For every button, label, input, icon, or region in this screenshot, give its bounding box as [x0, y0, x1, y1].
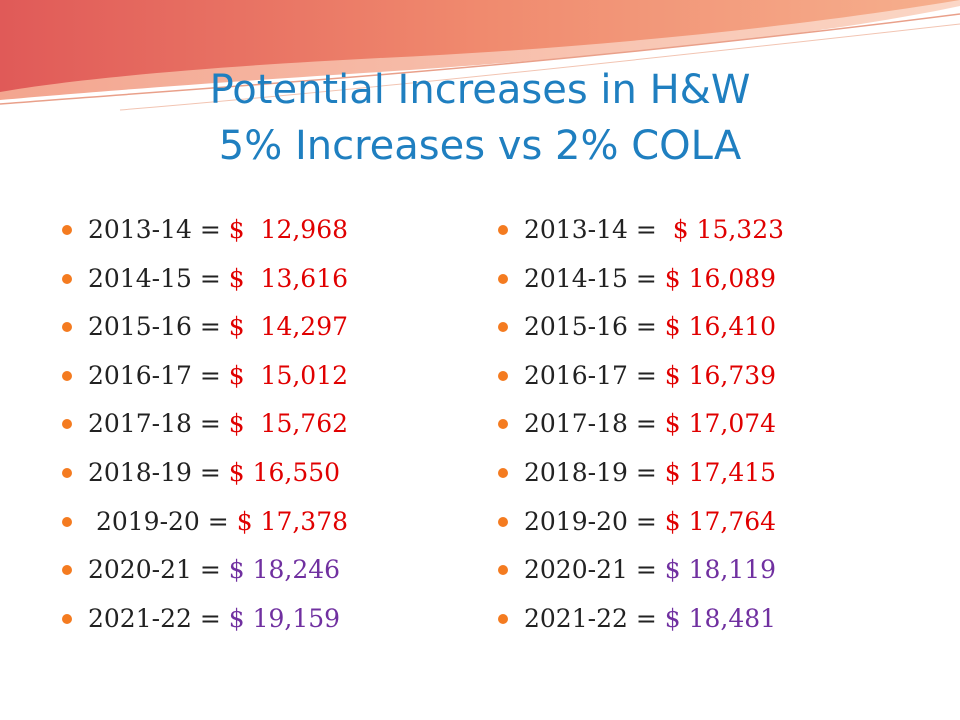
amount-value: 16,089	[688, 263, 777, 293]
amount-value: 17,764	[688, 506, 777, 536]
bullet-icon	[498, 322, 508, 333]
amount-value: 18,246	[252, 555, 341, 585]
amount-value: 15,012	[260, 360, 349, 390]
dollar-sign: $	[664, 603, 681, 633]
year-label: 2018-19	[524, 457, 628, 487]
right-cola-list: 2013-14 = $ 15,323 2014-15 = $ 16,089 20…	[498, 206, 918, 643]
year-label: 2016-17	[88, 360, 192, 390]
list-item: 2021-22 = $ 19,159	[62, 595, 462, 644]
year-label: 2021-22	[524, 603, 628, 633]
header-swoosh-decoration	[0, 0, 960, 111]
dollar-sign: $	[228, 215, 245, 244]
list-item: 2013-14 = $ 12,968	[62, 206, 462, 255]
list-item: 2014-15 = $ 13,616	[62, 255, 462, 304]
list-item: 2020-21 = $ 18,119	[498, 546, 918, 595]
list-item: 2018-19 = $ 16,550	[62, 449, 462, 498]
list-item: 2013-14 = $ 15,323	[498, 206, 918, 255]
dollar-sign: $	[236, 506, 253, 536]
bullet-icon	[62, 225, 72, 235]
bullet-icon	[498, 225, 508, 235]
slide-title: Potential Increases in H&W 5% Increases …	[0, 62, 960, 174]
list-item: 2020-21 = $ 18,246	[62, 546, 462, 595]
amount-value: 19,159	[252, 603, 341, 633]
list-item: 2018-19 = $ 17,415	[498, 449, 918, 498]
bullet-icon	[498, 370, 508, 381]
amount-value: 18,481	[688, 603, 777, 633]
bullet-icon	[498, 613, 508, 624]
dollar-sign: $	[664, 555, 681, 585]
dollar-sign: $	[664, 506, 681, 536]
dollar-sign: $	[228, 409, 245, 439]
list-item: 2021-22 = $ 18,481	[498, 595, 918, 644]
year-label: 2015-16	[88, 312, 192, 342]
dollar-sign: $	[664, 360, 681, 390]
bullet-icon	[62, 419, 72, 430]
amount-value: 17,415	[688, 457, 777, 487]
bullet-icon	[62, 370, 72, 381]
bullet-icon	[498, 565, 508, 576]
amount-value: 18,119	[688, 555, 777, 585]
amount-value: 17,378	[260, 506, 349, 536]
bullet-icon	[62, 516, 72, 527]
year-label: 2019-20	[95, 506, 200, 536]
left-increase-list: 2013-14 = $ 12,968 2014-15 = $ 13,616 20…	[62, 206, 462, 643]
dollar-sign: $	[664, 263, 681, 293]
dollar-sign: $	[228, 457, 245, 487]
amount-value: 13,616	[260, 263, 349, 293]
year-label: 2017-18	[88, 409, 192, 439]
dollar-sign: $	[664, 409, 681, 439]
amount-value: 16,550	[252, 457, 341, 487]
dollar-sign: $	[228, 360, 245, 390]
bullet-icon	[498, 467, 508, 478]
bullet-icon	[62, 613, 72, 624]
dollar-sign: $	[228, 312, 245, 342]
bullet-icon	[498, 516, 508, 527]
year-label: 2019-20	[524, 506, 628, 536]
list-item: 2017-18 = $ 17,074	[498, 400, 918, 449]
dollar-sign: $	[664, 457, 681, 487]
bullet-icon	[62, 565, 72, 576]
amount-value: 15,762	[260, 409, 349, 439]
year-label: 2020-21	[524, 555, 628, 585]
year-label: 2014-15	[524, 263, 628, 293]
list-item: 2019-20 = $ 17,378	[62, 498, 462, 547]
bullet-icon	[62, 273, 72, 284]
dollar-sign: $	[228, 603, 245, 633]
year-label: 2017-18	[524, 409, 628, 439]
year-label: 2020-21	[88, 555, 192, 585]
amount-value: 15,323	[696, 215, 785, 244]
bullet-icon	[62, 467, 72, 478]
amount-value: 17,074	[688, 409, 777, 439]
year-label: 2016-17	[524, 360, 628, 390]
title-line-2: 5% Increases vs 2% COLA	[218, 123, 742, 169]
dollar-sign: $	[228, 555, 245, 585]
dollar-sign: $	[228, 263, 245, 293]
bullet-icon	[498, 419, 508, 430]
title-line-1: Potential Increases in H&W	[209, 67, 751, 113]
year-label: 2018-19	[88, 457, 192, 487]
dollar-sign: $	[664, 312, 681, 342]
year-label: 2013-14	[88, 215, 192, 244]
amount-value: 12,968	[260, 215, 349, 244]
list-item: 2019-20 = $ 17,764	[498, 498, 918, 547]
year-label: 2021-22	[88, 603, 192, 633]
year-label: 2014-15	[88, 263, 192, 293]
amount-value: 16,410	[688, 312, 777, 342]
list-item: 2014-15 = $ 16,089	[498, 255, 918, 304]
amount-value: 14,297	[260, 312, 349, 342]
list-item: 2016-17 = $ 16,739	[498, 352, 918, 401]
bullet-icon	[498, 273, 508, 284]
bullet-icon	[62, 322, 72, 333]
dollar-sign: $	[672, 215, 689, 244]
list-item: 2015-16 = $ 14,297	[62, 303, 462, 352]
year-label: 2015-16	[524, 312, 628, 342]
amount-value: 16,739	[688, 360, 777, 390]
list-item: 2016-17 = $ 15,012	[62, 352, 462, 401]
list-item: 2015-16 = $ 16,410	[498, 303, 918, 352]
list-item: 2017-18 = $ 15,762	[62, 400, 462, 449]
year-label: 2013-14	[524, 215, 628, 244]
